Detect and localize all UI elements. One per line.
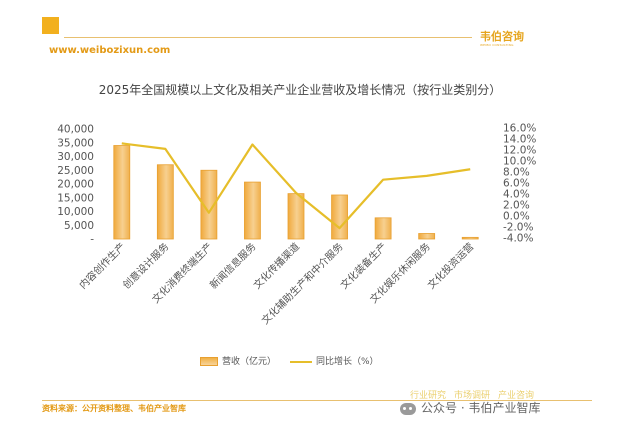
bar (244, 181, 261, 240)
legend-line-swatch (290, 360, 312, 363)
y-right-tick-label: -4.0% (503, 233, 533, 245)
tagline-item: 产业咨询 (498, 391, 535, 401)
y-left-tick-label: 5,000 (64, 220, 94, 232)
bar (331, 194, 348, 240)
legend-label-revenue: 营收（亿元） (222, 357, 277, 367)
brand-name: 韦伯咨询 (480, 30, 524, 43)
y-right-tick-label: 6.0% (503, 178, 530, 190)
legend-item-growth: 同比增长（%） (290, 354, 379, 367)
bar (461, 236, 479, 240)
bar (200, 169, 218, 240)
x-tick-label: 文化辅助生产和中介服务 (259, 240, 346, 327)
y-left-tick-label: 40,000 (57, 124, 94, 136)
wechat-account: 公众号 · 韦伯产业智库 (400, 399, 540, 416)
legend-bar-swatch (200, 357, 218, 366)
y-right-tick-label: -2.0% (503, 222, 533, 234)
bar (287, 193, 305, 240)
wechat-label: 公众号 · 韦伯产业智库 (421, 401, 541, 415)
tagline: 行业研究 市场调研 产业咨询 (410, 388, 542, 401)
legend-label-growth: 同比增长（%） (316, 357, 379, 367)
bar (418, 233, 436, 240)
y-right-tick-label: 2.0% (503, 200, 530, 212)
y-left-tick-label: 30,000 (57, 151, 94, 163)
y-left-tick-label: 35,000 (57, 137, 94, 149)
y-right-tick-label: 12.0% (503, 145, 536, 157)
chart-title: 2025年全国规模以上文化及相关产业企业营收及增长情况（按行业类别分） (98, 83, 502, 97)
y-right-tick-label: 4.0% (503, 189, 530, 201)
footer-divider (42, 400, 592, 401)
y-right-tick-label: 0.0% (503, 211, 530, 223)
y-left-tick-label: 10,000 (57, 206, 94, 218)
source-note: 资料来源：公开资料整理、韦伯产业智库 (42, 404, 186, 413)
site-url[interactable]: www.weibozixun.com (49, 45, 171, 56)
bar (374, 217, 392, 240)
legend-item-revenue: 营收（亿元） (200, 354, 276, 367)
bar (113, 145, 131, 240)
logo-square (42, 17, 59, 34)
x-tick-label: 文化投资运营 (425, 240, 477, 292)
header-divider (64, 37, 472, 38)
y-left-tick-label: 15,000 (57, 192, 94, 204)
y-left-tick-label: 25,000 (57, 165, 94, 177)
tagline-item: 市场调研 (454, 391, 491, 401)
y-left-tick-label: 20,000 (57, 179, 94, 191)
tagline-item: 行业研究 (410, 391, 447, 401)
wechat-icon (400, 402, 416, 415)
y-left-tick-label: - (90, 234, 94, 246)
brand-name-en: WEIBO CONSULTING (480, 43, 514, 47)
y-right-tick-label: 10.0% (503, 156, 536, 168)
y-right-tick-label: 8.0% (503, 167, 530, 179)
y-right-tick-label: 14.0% (503, 134, 536, 146)
y-right-tick-label: 16.0% (503, 123, 536, 135)
bar (156, 164, 174, 240)
